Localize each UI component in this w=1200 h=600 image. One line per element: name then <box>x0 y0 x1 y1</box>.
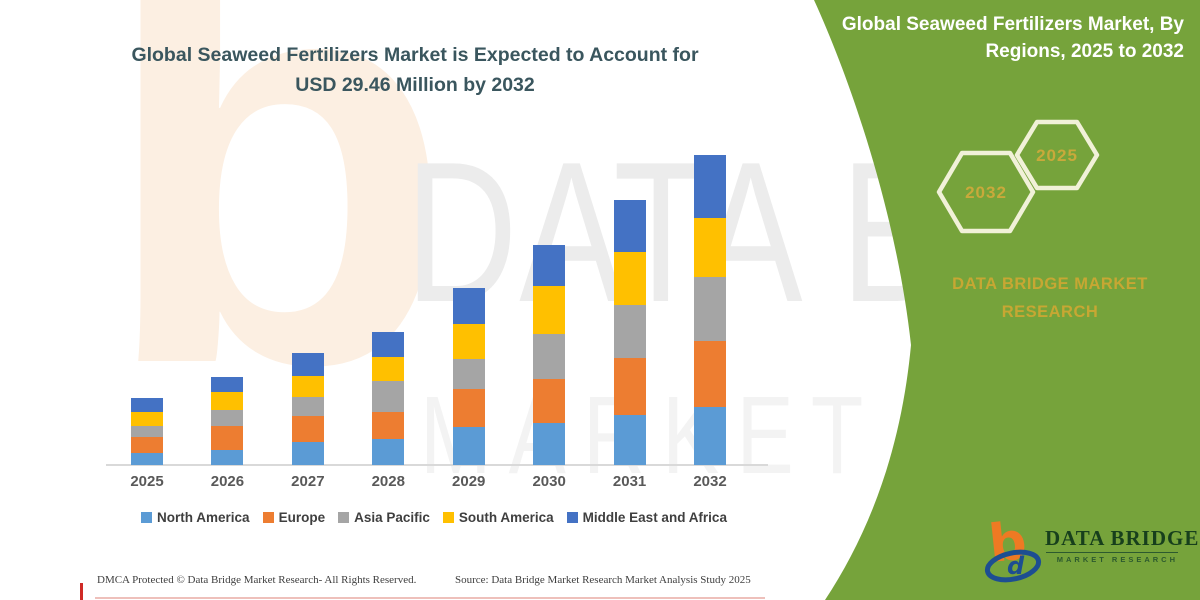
brand-text: DATA BRIDGE MARKET RESEARCH <box>925 270 1175 326</box>
red-edge-mark <box>80 583 83 600</box>
brand-text-line2: RESEARCH <box>1001 303 1099 322</box>
bar-segment-2032-asia-pacific <box>694 277 726 342</box>
legend-label: North America <box>157 510 250 525</box>
svg-text:b: b <box>986 511 1029 575</box>
bar-segment-2026-north-america <box>211 450 244 465</box>
bar-segment-2027-asia-pacific <box>291 397 324 417</box>
bar-segment-2028-south-america <box>372 357 405 381</box>
legend-item-south-america: South America <box>442 510 554 525</box>
hexagon-2032-icon <box>936 150 1036 234</box>
bar-segment-2025-asia-pacific <box>131 425 163 437</box>
chart-title-line1: Global Seaweed Fertilizers Market is Exp… <box>131 44 699 66</box>
x-axis-label-2026: 2026 <box>210 473 245 490</box>
bar-segment-2025-middle-east-and-africa <box>131 397 163 412</box>
bar-segment-2028-middle-east-and-africa <box>372 331 405 358</box>
legend-swatch-icon <box>442 512 454 523</box>
bar-segment-2030-asia-pacific <box>533 334 566 380</box>
databridge-logo-name: DATA BRIDGE <box>1045 526 1200 550</box>
x-axis-label-2029: 2029 <box>452 473 486 490</box>
bar-segment-2030-europe <box>533 379 566 424</box>
bar-segment-2029-north-america <box>452 427 485 465</box>
databridge-logo: b d DATA BRIDGE MARKET RESEARCH <box>983 510 1198 590</box>
legend-swatch-icon <box>338 512 350 523</box>
bar-segment-2031-north-america <box>613 415 646 465</box>
bar-segment-2027-middle-east-and-africa <box>291 352 324 376</box>
brand-text-line1: DATA BRIDGE MARKET <box>952 275 1148 293</box>
bar-segment-2027-north-america <box>291 442 324 465</box>
bar-segment-2032-middle-east-and-africa <box>694 155 726 219</box>
bar-segment-2029-south-america <box>452 324 485 360</box>
bar-segment-2026-south-america <box>211 392 244 410</box>
legend-swatch-icon <box>262 512 274 523</box>
bar-segment-2029-asia-pacific <box>452 359 485 390</box>
x-axis-label-2030: 2030 <box>532 473 566 490</box>
side-panel-title: Global Seaweed Fertilizers Market, By Re… <box>814 12 1184 65</box>
bar-segment-2031-asia-pacific <box>613 304 646 358</box>
side-panel-title-line1: Global Seaweed Fertilizers Market, By <box>841 14 1184 35</box>
logo-divider <box>1046 552 1178 553</box>
chart-title-line2: USD 29.46 Million by 2032 <box>295 74 535 97</box>
hexagon-2025-label: 2025 <box>1036 146 1078 165</box>
bar-segment-2026-europe <box>211 426 244 451</box>
bar-segment-2027-europe <box>291 416 324 443</box>
chart-legend: North America Europe Asia Pacific South Ame… <box>100 510 768 525</box>
bar-segment-2030-north-america <box>533 423 566 465</box>
legend-label: South America <box>458 510 554 525</box>
legend-label: Asia Pacific <box>354 510 430 525</box>
bar-segment-2030-south-america <box>533 286 566 335</box>
bar-segment-2025-south-america <box>131 411 163 426</box>
svg-text:d: d <box>1007 552 1025 580</box>
bar-segment-2025-europe <box>131 437 163 453</box>
bar-segment-2031-south-america <box>613 251 646 305</box>
legend-item-asia-pacific: Asia Pacific <box>338 510 430 525</box>
footer-red-line <box>95 597 765 599</box>
hexagon-2025-icon <box>1014 119 1100 191</box>
legend-item-north-america: North America <box>141 510 250 525</box>
bar-segment-2030-middle-east-and-africa <box>533 245 566 287</box>
x-axis-label-2027: 2027 <box>291 473 325 490</box>
x-axis-label-2025: 2025 <box>130 473 164 490</box>
bar-segment-2026-middle-east-and-africa <box>211 377 244 393</box>
bar-segment-2031-middle-east-and-africa <box>613 200 646 252</box>
bar-segment-2029-middle-east-and-africa <box>452 288 485 325</box>
bar-segment-2029-europe <box>452 389 485 427</box>
side-panel-title-line2: Regions, 2025 to 2032 <box>985 40 1184 62</box>
bar-segment-2032-south-america <box>694 218 726 278</box>
footer-source-text: Source: Data Bridge Market Research Mark… <box>455 574 751 586</box>
x-axis-label-2028: 2028 <box>371 473 405 490</box>
bar-segment-2032-europe <box>694 341 726 408</box>
legend-item-middle-east-and-africa: Middle East and Africa <box>566 510 727 525</box>
bar-segment-2032-north-america <box>694 407 726 465</box>
legend-label: Europe <box>278 510 326 525</box>
databridge-logo-tagline: MARKET RESEARCH <box>1056 555 1178 564</box>
footer-dmca-text: DMCA Protected © Data Bridge Market Rese… <box>97 574 417 586</box>
green-panel <box>814 0 1200 600</box>
chart-title: Global Seaweed Fertilizers Market is Exp… <box>105 40 725 100</box>
legend-swatch-icon <box>566 512 578 523</box>
bar-segment-2031-europe <box>613 358 646 416</box>
bar-segment-2027-south-america <box>291 375 324 398</box>
legend-item-europe: Europe <box>262 510 326 525</box>
legend-label: Middle East and Africa <box>582 510 727 525</box>
legend-swatch-icon <box>141 512 153 523</box>
hexagon-2032-label: 2032 <box>965 183 1007 202</box>
bar-segment-2025-north-america <box>131 453 163 465</box>
databridge-logo-icon: b d <box>984 511 1042 583</box>
bar-segment-2028-europe <box>372 412 405 439</box>
x-axis-line <box>106 464 768 466</box>
bar-segment-2028-north-america <box>372 439 405 465</box>
bar-segment-2026-asia-pacific <box>211 409 244 427</box>
bar-segment-2028-asia-pacific <box>372 380 405 413</box>
x-axis-label-2031: 2031 <box>612 473 647 490</box>
x-axis-label-2032: 2032 <box>693 473 727 490</box>
